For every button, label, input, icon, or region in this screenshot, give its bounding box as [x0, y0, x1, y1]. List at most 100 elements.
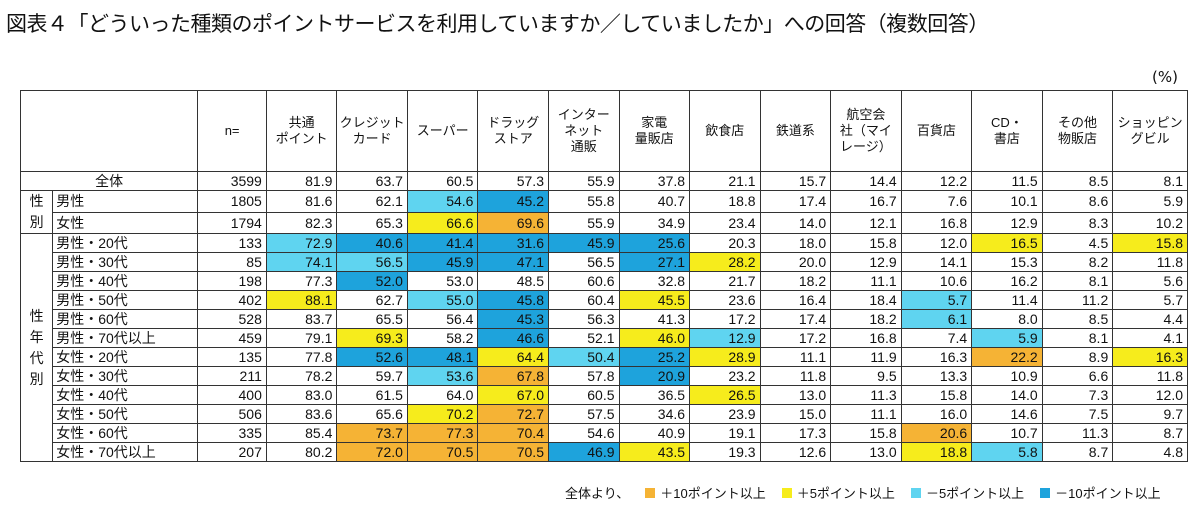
row-label: 男性・30代	[52, 252, 199, 272]
table-cell: 40.6	[336, 233, 408, 253]
legend-swatch	[781, 487, 792, 498]
column-header: CD・ 書店	[971, 90, 1043, 172]
table-cell: 3599	[197, 171, 267, 191]
table-cell: 85.4	[265, 423, 338, 443]
table-cell: 73.7	[336, 423, 408, 443]
table-cell: 12.9	[971, 211, 1043, 234]
table-cell: 57.3	[477, 171, 549, 191]
table-cell: 32.8	[618, 271, 691, 291]
table-cell: 14.1	[900, 252, 973, 272]
table-cell: 17.4	[759, 190, 832, 213]
table-cell: 37.8	[618, 171, 691, 191]
row-label: 男性・20代	[52, 233, 199, 253]
row-label: 女性・40代	[52, 385, 199, 405]
table-cell: 43.5	[618, 442, 691, 462]
table-cell: 4.1	[1112, 328, 1188, 348]
table-cell: 15.8	[830, 233, 902, 253]
table-cell: 40.9	[618, 423, 691, 443]
table-cell: 25.2	[618, 347, 691, 367]
table-cell: 52.1	[547, 328, 620, 348]
table-cell: 70.5	[406, 442, 479, 462]
table-cell: 8.3	[1041, 211, 1114, 234]
table-cell: 8.0	[971, 309, 1043, 329]
table-cell: 7.5	[1041, 404, 1114, 424]
table-cell: 19.1	[689, 423, 761, 443]
table-cell: 34.6	[618, 404, 691, 424]
table-cell: 20.3	[689, 233, 761, 253]
table-cell: 26.5	[689, 385, 761, 405]
table-cell: 82.3	[265, 211, 338, 234]
table-cell: 65.6	[336, 404, 408, 424]
table-cell: 45.3	[477, 309, 549, 329]
table-cell: 56.5	[336, 252, 408, 272]
table-cell: 17.2	[759, 328, 832, 348]
table-cell: 28.2	[689, 252, 761, 272]
table-cell: 11.9	[830, 347, 902, 367]
table-cell: 58.2	[406, 328, 479, 348]
table-cell: 8.9	[1041, 347, 1114, 367]
table-cell: 12.6	[759, 442, 832, 462]
table-cell: 77.8	[265, 347, 338, 367]
table-cell: 45.9	[547, 233, 620, 253]
table-cell: 402	[197, 290, 267, 310]
table-cell: 11.3	[830, 385, 902, 405]
legend-swatch	[910, 487, 921, 498]
table-cell: 10.6	[900, 271, 973, 291]
table-cell: 16.8	[900, 211, 973, 234]
table-cell: 83.7	[265, 309, 338, 329]
table-row: 性 年 代 別男性・20代 133 72.9 40.6 41.4 31.6 45.9 25.6…	[19, 233, 1188, 462]
table-cell: 27.1	[618, 252, 691, 272]
table-cell: 8.1	[1112, 171, 1188, 191]
data-table: n= 共通 ポイント クレジット カード スーパー ドラッグ ストア インター ネット 通…	[19, 90, 1188, 462]
table-cell: 14.0	[971, 385, 1043, 405]
legend-swatch	[1040, 487, 1051, 498]
table-cell: 135	[197, 347, 267, 367]
legend-label: ＋10ポイント以上	[660, 486, 766, 501]
table-cell: 52.0	[336, 271, 408, 291]
table-cell: 22.2	[971, 347, 1043, 367]
table-cell: 11.3	[1041, 423, 1114, 443]
table-cell: 15.0	[759, 404, 832, 424]
table-cell: 20.0	[759, 252, 832, 272]
table-cell: 8.7	[1112, 423, 1188, 443]
table-cell: 21.7	[689, 271, 761, 291]
table-cell: 5.9	[971, 328, 1043, 348]
column-header: スーパー	[406, 90, 479, 172]
table-cell: 55.9	[547, 171, 620, 191]
column-header: 百貨店	[900, 90, 973, 172]
table-row: 男性・70代以上 459 79.1 69.3 58.2 46.6 52.1 46.0 12.9 1…	[21, 328, 1188, 348]
table-cell: 13.0	[759, 385, 832, 405]
table-cell: 8.1	[1041, 271, 1114, 291]
table-cell: 15.8	[830, 423, 902, 443]
legend-label: －10ポイント以上	[1055, 486, 1161, 501]
table-cell: 21.1	[689, 171, 761, 191]
table-cell: 506	[197, 404, 267, 424]
table-cell: 31.6	[477, 233, 549, 253]
table-cell: 15.3	[971, 252, 1043, 272]
table-cell: 17.3	[759, 423, 832, 443]
table-cell: 53.6	[406, 366, 479, 386]
row-label: 男性・60代	[52, 309, 199, 329]
table-cell: 10.7	[971, 423, 1043, 443]
table-cell: 60.5	[406, 171, 479, 191]
table-cell: 15.8	[900, 385, 973, 405]
table-body: 全体 3599 81.9 63.7 60.5 57.3 55.9 37.8 21.1 15.7 14…	[19, 171, 1188, 462]
table-cell: 8.5	[1041, 309, 1114, 329]
table-cell: 70.5	[477, 442, 549, 462]
legend-swatch	[645, 487, 656, 498]
table-cell: 16.8	[830, 328, 902, 348]
chart-title: 図表４「どういった種類のポイントサービスを利用していますか／していましたか」への…	[6, 12, 989, 36]
row-label: 女性・50代	[52, 404, 199, 424]
table-cell: 4.8	[1112, 442, 1188, 462]
column-header: 航空会 社（マイ レージ）	[830, 90, 902, 172]
table-cell: 12.0	[900, 233, 973, 253]
table-cell: 15.8	[1112, 233, 1188, 253]
table-row: 女性 1794 82.3 65.3 66.6 69.6 55.9 34.9 23.4 14.0 12…	[21, 211, 1188, 234]
table-cell: 45.5	[618, 290, 691, 310]
table-cell: 57.5	[547, 404, 620, 424]
table-cell: 62.1	[336, 190, 408, 213]
table-cell: 11.5	[971, 171, 1043, 191]
table-row: 女性・70代以上 207 80.2 72.0 70.5 70.5 46.9 43.5 19.3 1…	[21, 442, 1188, 462]
group-label: 性 別	[19, 190, 54, 234]
table-cell: 4.4	[1112, 309, 1188, 329]
